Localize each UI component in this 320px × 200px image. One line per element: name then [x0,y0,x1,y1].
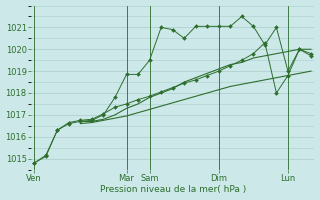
X-axis label: Pression niveau de la mer( hPa ): Pression niveau de la mer( hPa ) [100,185,246,194]
